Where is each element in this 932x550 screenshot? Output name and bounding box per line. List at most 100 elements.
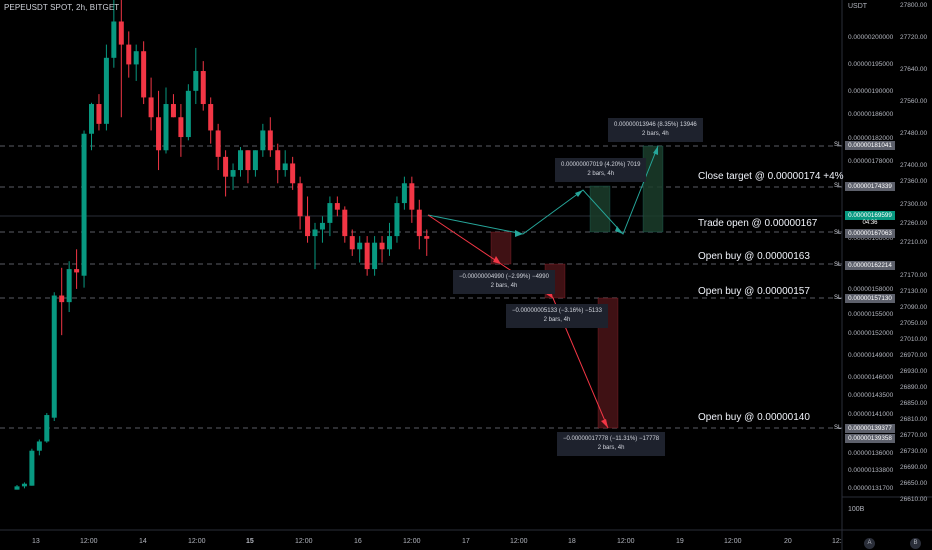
time-tick: 12:00 (724, 538, 742, 545)
right-axis-tick: 26890.00 (900, 384, 928, 391)
price-tick: 0.00000158000 (848, 286, 894, 293)
arrow-head (515, 230, 523, 237)
price-tick: 0.00000131700 (848, 485, 894, 492)
candle-body (74, 269, 80, 273)
candle-body (372, 242, 378, 270)
candle-body (193, 71, 199, 91)
candle-body (66, 269, 72, 303)
candle-body (245, 150, 251, 171)
candle-body (357, 242, 363, 250)
price-tick: 0.00000141000 (848, 411, 894, 418)
candle-body (409, 183, 415, 210)
time-tick: 12:00 (295, 538, 313, 545)
candle-body (163, 104, 169, 151)
sl-tag: SL (834, 183, 842, 189)
open-buy-3-label: Open buy @ 0.00000140 (698, 412, 810, 423)
price-tick: 0.00000200000 (848, 34, 894, 41)
candle-body (126, 44, 132, 65)
candle-body (89, 104, 94, 134)
candle-body (282, 163, 288, 171)
sl-tag: SL (834, 425, 842, 431)
time-tick: 13 (32, 538, 40, 545)
candle-body (156, 117, 162, 151)
time-tick: 12: (832, 538, 842, 545)
right-axis-tick: 26850.00 (900, 400, 928, 407)
open-buy-2-label: Open buy @ 0.00000157 (698, 286, 810, 297)
candle-body (111, 21, 117, 58)
candle-body (59, 295, 65, 303)
price-label-sl: 0.00000157130 (845, 294, 895, 303)
candle-body (215, 130, 221, 157)
price-tick: 0.00000149000 (848, 352, 894, 359)
price-tick: 0.00000195000 (848, 61, 894, 68)
candle-countdown: 04:36 (862, 220, 878, 226)
right-axis-tick: 26650.00 (900, 480, 928, 487)
candle-body (141, 51, 147, 98)
candle-body (185, 90, 191, 138)
candle-body (319, 222, 325, 230)
candle-body (51, 295, 57, 418)
candle-body (96, 104, 102, 124)
candle-body (200, 71, 206, 105)
candle-body (103, 57, 109, 124)
candle-body (349, 236, 355, 250)
arrow-head (601, 419, 608, 428)
candle-body (260, 130, 266, 151)
arrow-head (575, 190, 583, 197)
candle-body (44, 415, 50, 442)
volume-scale-label: 100B (848, 506, 865, 513)
measure-box (642, 145, 664, 233)
candle-body (208, 104, 214, 131)
candle-body (312, 229, 318, 237)
arrow-head (493, 256, 501, 264)
time-tick: 16 (354, 538, 362, 545)
right-axis-tick: 26930.00 (900, 368, 928, 375)
measure-tooltip: 0.00000013946 (8.35%) 13946 2 bars, 4h (608, 118, 703, 142)
candle-body (364, 242, 370, 270)
price-tick: 0.00000182000 (848, 135, 894, 142)
measure-tooltip: −0.00000004990 (−2.99%) −4990 2 bars, 4h (453, 270, 555, 294)
candle-body (223, 156, 229, 177)
candle-body (36, 441, 42, 451)
candle-body (178, 117, 184, 138)
time-tick: 20 (784, 538, 792, 545)
right-axis-tick: 26770.00 (900, 432, 928, 439)
candle-body (275, 150, 281, 171)
right-axis-tick: 26730.00 (900, 448, 928, 455)
price-label: 0.00000139358 (845, 434, 895, 443)
price-tick: 0.00000136000 (848, 450, 894, 457)
time-tick: 15 (246, 538, 254, 545)
price-tick: 0.00000186000 (848, 111, 894, 118)
candle-body (387, 236, 392, 250)
right-axis-tick: 27300.00 (900, 201, 928, 208)
time-tick: 14 (139, 538, 147, 545)
right-axis-tick: 27800.00 (900, 2, 928, 9)
time-tick: 17 (462, 538, 470, 545)
right-axis-tick: 27010.00 (900, 336, 928, 343)
price-label-sl: 0.00000162214 (845, 261, 895, 270)
auto-scale-button[interactable]: A (864, 538, 875, 549)
log-scale-button[interactable]: B (910, 538, 921, 549)
candle-body (81, 133, 87, 276)
arrow-head (653, 146, 658, 155)
sl-tag: SL (834, 262, 842, 268)
price-tick: 0.00000178000 (848, 158, 894, 165)
candle-body (334, 203, 340, 210)
time-tick: 19 (676, 538, 684, 545)
candle-body (252, 150, 258, 171)
open-buy-1-label: Open buy @ 0.00000163 (698, 251, 810, 262)
candle-body (424, 236, 430, 239)
candle-body (29, 450, 35, 486)
right-axis-tick: 27560.00 (900, 98, 928, 105)
symbol-title: PEPEUSDT SPOT, 2h, BITGET (4, 3, 120, 12)
candle-body (379, 242, 385, 250)
axis-currency: USDT (848, 3, 868, 10)
candle-body (290, 163, 296, 184)
right-axis-tick: 27260.00 (900, 220, 928, 227)
price-tick: 0.00000133800 (848, 467, 894, 474)
candle-body (305, 216, 311, 237)
candle-body (416, 209, 422, 237)
right-axis-tick: 27720.00 (900, 34, 928, 41)
right-axis-tick: 27170.00 (900, 272, 928, 279)
